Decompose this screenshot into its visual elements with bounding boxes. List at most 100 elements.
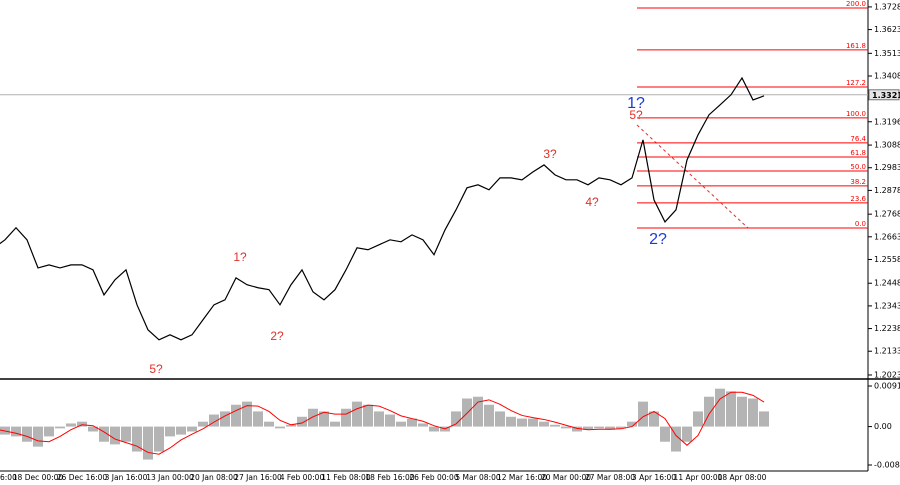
x-tick-label: 18 Apr 08:00 [718,473,767,482]
macd-bar [187,426,197,432]
macd-bar [253,411,263,427]
y-tick-label: 1.2238 [874,324,900,333]
y-tick-label: 1.2663 [874,232,900,241]
macd-bar [418,423,428,427]
macd-bar [385,414,395,427]
y-tick-label: 1.2878 [874,186,900,195]
macd-bar [726,391,736,427]
fib-label: 76.4 [850,135,866,143]
macd-bar [22,426,32,442]
macd-bar [451,411,461,427]
macd-bar [616,426,626,429]
macd-bar [528,418,538,427]
macd-bar [473,396,483,427]
macd-bar [165,426,175,437]
macd-pane [0,388,769,460]
fib-label: 100.0 [846,110,866,118]
y-tick-label: 1.3196 [874,117,900,126]
fib-label: 61.8 [850,149,866,157]
macd-bar [121,426,131,442]
x-tick-label: 3 Apr 16:00 [632,473,676,482]
macd-bar [748,398,758,427]
macd-bar [33,426,43,447]
macd-bar [110,426,120,445]
wave-label: 4? [585,195,599,209]
macd-bar [682,426,692,442]
fib-label: 50.0 [850,163,866,171]
wave-label: 5? [629,108,643,122]
macd-bar [44,426,54,437]
x-tick-label: 6:00 [0,473,17,482]
y-tick-label: 1.3408 [874,71,900,80]
wave-label: 3? [543,147,557,161]
macd-bar [352,401,362,427]
macd-bar [517,418,527,427]
y-tick-label: 1.2768 [874,210,900,219]
macd-bar [341,408,351,427]
macd-bar [99,426,109,442]
macd-bar [88,426,98,432]
macd-bar [605,426,615,430]
macd-bar [396,421,406,427]
macd-bar [319,411,329,427]
x-tick-label: 20 Jan 08:00 [190,473,238,482]
macd-bar [561,426,571,429]
macd-bar [759,411,769,427]
macd-bar [484,404,494,427]
macd-bar [209,414,219,427]
macd-bar [275,426,285,429]
macd-bar [220,411,230,427]
x-tick-label: 27 Mar 08:00 [585,473,635,482]
y-tick-label: 1.3728 [874,2,900,11]
macd-bar [374,411,384,427]
macd-bar [583,426,593,430]
price-line [0,76,765,341]
macd-bar [649,411,659,427]
y-tick-label: 1.3513 [874,49,900,58]
macd-y-tick-label: 0.00 [874,422,892,431]
y-tick-label: 1.2343 [874,301,900,310]
wave-label: 1? [233,250,247,264]
macd-bar [77,421,87,427]
macd-bar [55,426,65,429]
macd-bar [737,396,747,427]
fib-label: 200.0 [846,0,866,8]
wave-label: 1? [627,95,645,112]
wave-label: 2? [270,329,284,343]
fib-label: 127.2 [846,79,866,87]
macd-bar [572,426,582,432]
y-tick-label: 1.3088 [874,141,900,150]
macd-bar [143,426,153,460]
macd-bar [715,388,725,427]
macd-bar [638,401,648,427]
x-tick-label: 13 Jan 00:00 [146,473,194,482]
macd-bar [198,421,208,427]
macd-bar [286,424,296,427]
fib-label: 0.0 [855,220,866,228]
y-tick-label: 1.2133 [874,347,900,356]
macd-bar [550,424,560,427]
macd-bar [660,426,670,442]
wave-trend-line [636,124,749,229]
fib-label: 38.2 [850,178,866,186]
macd-bar [704,396,714,427]
x-tick-label: 26 Feb 00:00 [409,473,458,482]
macd-bar [132,426,142,452]
x-tick-label: 18 Dec 00:00 [13,473,64,482]
macd-bar [693,411,703,427]
macd-bar [671,426,681,452]
macd-bar [495,411,505,427]
macd-bar [176,426,186,435]
current-price-box [868,89,900,101]
x-tick-label: 3 Jan 16:00 [105,473,148,482]
fib-label: 23.6 [850,195,866,203]
y-tick-label: 1.2558 [874,255,900,264]
y-tick-label: 1.3623 [874,25,900,34]
macd-bar [539,421,549,427]
wave-label: 2? [649,231,667,248]
x-tick-label: 20 Mar 00:00 [541,473,591,482]
x-tick-label: 11 Feb 08:00 [321,473,370,482]
